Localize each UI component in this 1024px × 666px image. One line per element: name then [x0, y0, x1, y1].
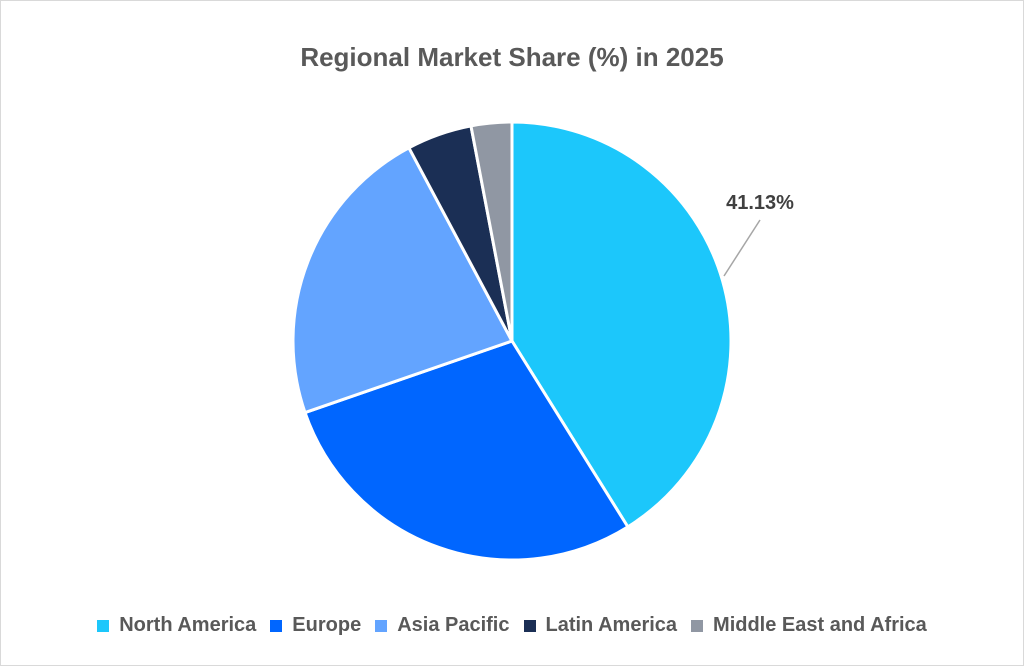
data-label-north-america: 41.13% [726, 192, 794, 214]
chart-title: Regional Market Share (%) in 2025 [300, 42, 724, 72]
legend-item-middle-east-africa[interactable]: Middle East and Africa [691, 614, 927, 637]
legend-item-asia-pacific[interactable]: Asia Pacific [375, 614, 510, 637]
pie-slices [291, 120, 733, 562]
pie-slice-asia-pacific[interactable] [291, 145, 515, 415]
pie-slice-europe[interactable] [303, 339, 630, 562]
legend-swatch-icon [691, 619, 704, 632]
legend-swatch-icon [97, 619, 110, 632]
legend-item-latin-america[interactable]: Latin America [523, 614, 677, 637]
legend-item-north-america[interactable]: North America [97, 614, 256, 637]
legend-swatch-icon [523, 619, 536, 632]
pie-slice-middle-east-and-africa[interactable] [469, 120, 514, 342]
leader-line [723, 219, 761, 277]
legend-item-europe[interactable]: Europe [270, 614, 361, 637]
legend-swatch-icon [375, 619, 388, 632]
legend-swatch-icon [270, 619, 283, 632]
legend: North America Europe Asia Pacific Latin … [0, 614, 1024, 637]
pie-slice-north-america[interactable] [510, 120, 733, 529]
